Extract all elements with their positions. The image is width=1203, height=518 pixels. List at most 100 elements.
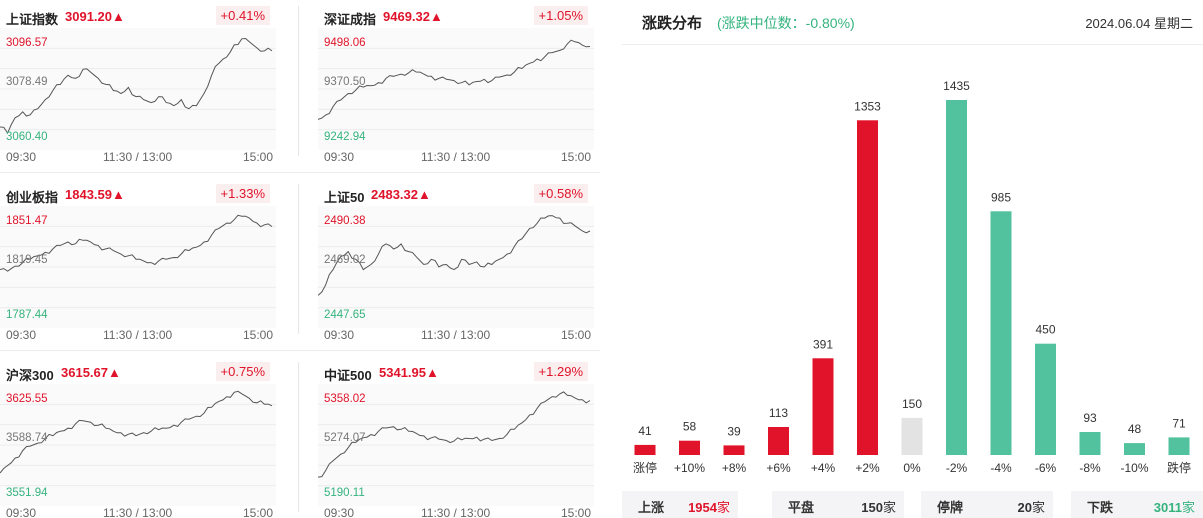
header-rule: [622, 44, 1203, 45]
bar-value-label: 93: [1083, 411, 1097, 425]
time-end: 15:00: [242, 506, 273, 518]
time-mid: 11:30 / 13:00: [421, 328, 491, 342]
price-line: [0, 214, 273, 272]
summary-count: 150: [861, 500, 883, 515]
summary-item: 下跌 3011家: [1071, 491, 1203, 518]
mid-value-label: 2469.02: [324, 254, 366, 266]
bar-value-label: 1353: [854, 99, 881, 113]
index-intraday-chart: 1851.47 1819.45 1787.44: [0, 206, 276, 328]
time-mid: 11:30 / 13:00: [103, 506, 173, 518]
summary-unit: 家: [1181, 500, 1195, 515]
index-panel: 沪深300 3615.67▲ +0.75% 3625.55 3588.74 3551.94…: [0, 356, 276, 518]
distribution-bar: [1168, 437, 1190, 455]
index-name: 中证500: [324, 368, 372, 383]
min-value-label: 3551.94: [6, 487, 48, 499]
min-value-label: 3060.40: [6, 131, 48, 143]
time-mid: 11:30 / 13:00: [103, 150, 173, 164]
price-line: [0, 37, 273, 135]
index-name: 创业板指: [6, 190, 59, 205]
summary-value: 20家: [1018, 497, 1045, 516]
index-panels: 上证指数 3091.20▲ +0.41% 3096.57 3078.49 3060.40 0…: [0, 0, 600, 518]
distribution-bar: [679, 440, 700, 455]
time-axis: 09:30 11:30 / 13:00 15:00: [0, 506, 276, 518]
bar-value-label: 985: [991, 190, 1011, 204]
min-value-label: 9242.94: [324, 131, 366, 143]
index-change-badge: +0.41%: [215, 6, 270, 25]
index-price: 9469.32▲: [383, 9, 443, 24]
distribution-title: 涨跌分布: [642, 15, 703, 32]
time-axis: 09:30 11:30 / 13:00 15:00: [0, 328, 276, 342]
bar-category-label: -8%: [1079, 461, 1101, 475]
distribution-bar-chart: 41 涨停 58 +10% 39 +8% 113 +6% 391 +4% 1353 +2% 150 0% 1…: [633, 79, 1191, 475]
max-value-label: 3625.55: [6, 393, 48, 405]
index-change-badge: +1.33%: [215, 184, 270, 203]
time-start: 09:30: [6, 506, 37, 518]
time-end: 15:00: [242, 328, 273, 342]
time-axis: 09:30 11:30 / 13:00 15:00: [318, 150, 594, 164]
time-start: 09:30: [6, 328, 37, 342]
bar-value-label: 391: [813, 337, 833, 351]
distribution-bar: [857, 120, 878, 456]
bar-value-label: 1435: [943, 79, 970, 93]
trade-date: 2024.06.04 星期二: [1085, 16, 1193, 31]
index-header: 中证500 5341.95▲ +1.29%: [318, 356, 594, 384]
time-axis: 09:30 11:30 / 13:00 15:00: [0, 150, 276, 164]
index-intraday-chart: 9498.06 9370.50 9242.94: [318, 28, 594, 150]
distribution-bar: [946, 100, 967, 455]
time-start: 09:30: [324, 328, 355, 342]
distribution-bar: [1035, 343, 1056, 455]
index-price: 2483.32▲: [371, 187, 431, 202]
index-intraday-chart: 3096.57 3078.49 3060.40: [0, 28, 276, 150]
index-panel: 上证50 2483.32▲ +0.58% 2490.38 2469.02 2447.65 0…: [318, 178, 594, 342]
bar-category-label: +10%: [674, 461, 705, 475]
summary-unit: 家: [1031, 500, 1045, 515]
bar-category-label: +2%: [855, 461, 880, 475]
bar-category-label: 涨停: [633, 460, 657, 475]
distribution-panel: 涨跌分布 (涨跌中位数：-0.80%) 2024.06.04 星期二 41 涨停 5…: [622, 0, 1203, 518]
bar-category-label: +8%: [722, 461, 747, 475]
distribution-bar: [1079, 432, 1101, 455]
summary-label: 平盘: [788, 500, 815, 515]
column-divider: [298, 184, 299, 334]
price-line: [0, 390, 273, 474]
index-price: 3615.67▲: [61, 365, 121, 380]
distribution-bar: [990, 211, 1012, 455]
distribution-bar: [768, 427, 789, 455]
time-axis: 09:30 11:30 / 13:00 15:00: [318, 328, 594, 342]
bar-category-label: +6%: [766, 461, 791, 475]
distribution-bar: [901, 417, 923, 455]
bar-category-label: 跌停: [1167, 460, 1191, 475]
index-price: 5341.95▲: [379, 365, 439, 380]
index-change-badge: +0.58%: [533, 184, 588, 203]
index-header: 创业板指 1843.59▲ +1.33%: [0, 178, 276, 206]
time-mid: 11:30 / 13:00: [421, 506, 491, 518]
max-value-label: 3096.57: [6, 37, 48, 49]
max-value-label: 9498.06: [324, 37, 366, 49]
time-end: 15:00: [242, 150, 273, 164]
distribution-bar: [1124, 443, 1145, 455]
bar-value-label: 58: [683, 420, 697, 434]
time-start: 09:30: [6, 150, 37, 164]
summary-value: 150家: [861, 497, 896, 516]
bar-value-label: 150: [902, 397, 922, 411]
summary-label: 上涨: [638, 500, 665, 515]
min-value-label: 5190.11: [324, 487, 365, 499]
index-header: 深证成指 9469.32▲ +1.05%: [318, 0, 594, 28]
summary-value: 3011家: [1154, 497, 1195, 516]
index-header: 上证指数 3091.20▲ +0.41%: [0, 0, 276, 28]
index-intraday-chart: 2490.38 2469.02 2447.65: [318, 206, 594, 328]
index-name: 沪深300: [6, 368, 54, 383]
distribution-bar: [634, 444, 656, 455]
price-line: [318, 391, 591, 478]
index-change-badge: +1.29%: [533, 362, 588, 381]
index-panel: 中证500 5341.95▲ +1.29% 5358.02 5274.07 5190.11…: [318, 356, 594, 518]
bar-value-label: 450: [1035, 323, 1055, 337]
mid-value-label: 9370.50: [324, 76, 366, 88]
time-end: 15:00: [560, 506, 591, 518]
mid-value-label: 5274.07: [324, 432, 366, 444]
bar-value-label: 39: [727, 424, 741, 438]
time-mid: 11:30 / 13:00: [103, 328, 173, 342]
summary-unit: 家: [716, 500, 730, 515]
index-change-badge: +0.75%: [215, 362, 270, 381]
index-name: 深证成指: [324, 12, 377, 27]
